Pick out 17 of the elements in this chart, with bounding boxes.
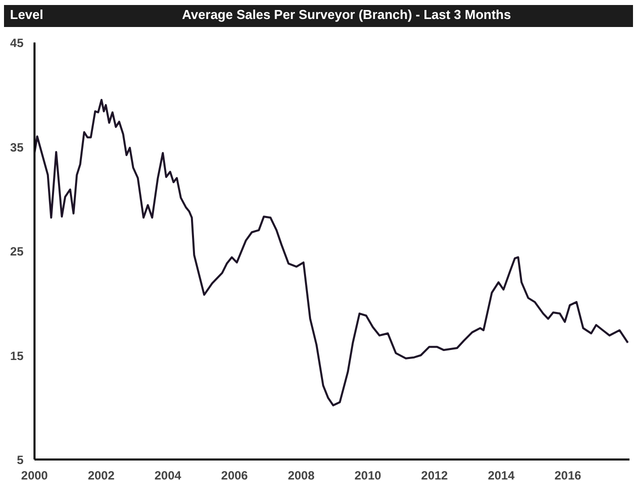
chart-title: Average Sales Per Surveyor (Branch) - Last 3 Months (182, 7, 511, 22)
x-tick-label: 2008 (288, 468, 315, 481)
y-axis-title: Level (10, 6, 44, 24)
x-tick-label: 2012 (421, 468, 448, 481)
y-tick-label: 45 (10, 36, 24, 50)
x-tick-label: 2002 (88, 468, 115, 481)
y-tick-label: 25 (10, 244, 24, 258)
y-tick-label: 35 (10, 140, 24, 154)
x-tick-label: 2000 (21, 468, 48, 481)
x-tick-label: 2006 (221, 468, 248, 481)
y-tick-label: 5 (16, 453, 24, 467)
x-tick-label: 2014 (488, 468, 515, 481)
x-tick-label: 2010 (354, 468, 382, 481)
x-tick-label: 2004 (154, 468, 182, 481)
x-tick-label: 2016 (554, 468, 582, 481)
line-series (34, 98, 629, 406)
y-tick-label: 15 (10, 348, 24, 363)
